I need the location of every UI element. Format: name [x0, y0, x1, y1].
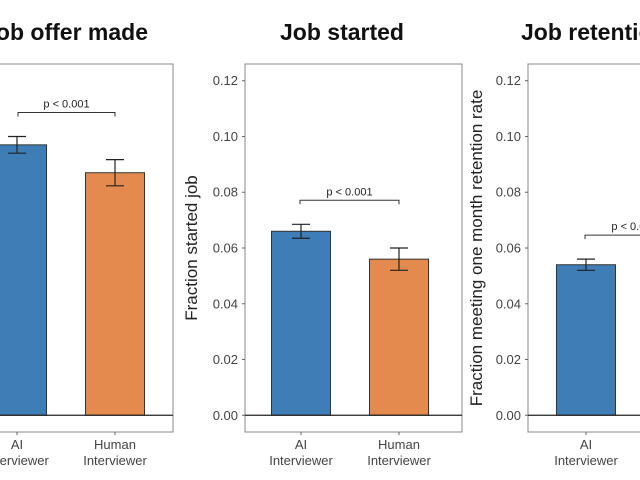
- x-tick-label: Interviewer: [83, 453, 147, 468]
- plot-frame: [0, 63, 174, 433]
- x-tick-label: AI: [580, 437, 592, 452]
- significance-label: p < 0.001: [326, 186, 372, 198]
- significance-bracket: [17, 111, 116, 117]
- x-tick-label: Interviewer: [0, 453, 49, 468]
- y-tick-label: 0.02: [496, 352, 521, 367]
- x-tick-label: AI: [11, 437, 23, 452]
- y-axis-label: Fraction meeting one month retention rat…: [467, 90, 486, 407]
- significance-bracket: [299, 199, 400, 205]
- y-tick-label: 0.06: [496, 241, 521, 256]
- x-tick-label: Interviewer: [367, 453, 431, 468]
- x-tick-label: Interviewer: [554, 453, 618, 468]
- y-tick-label: 0.08: [213, 185, 238, 200]
- y-tick-label: 0.00: [496, 408, 521, 423]
- y-tick-label: 0.06: [213, 241, 238, 256]
- significance-label: p < 0.001: [611, 221, 640, 233]
- x-tick-label: Human: [94, 437, 136, 452]
- y-tick-label: 0.04: [496, 296, 521, 311]
- x-tick-label: Human: [378, 437, 420, 452]
- y-tick-label: 0.00: [213, 408, 238, 423]
- y-tick-label: 0.12: [496, 73, 521, 88]
- y-tick-label: 0.02: [213, 352, 238, 367]
- y-axis-label: Fraction started job: [182, 175, 201, 321]
- y-tick-label: 0.10: [496, 129, 521, 144]
- bar: [556, 264, 616, 416]
- bar: [0, 144, 47, 416]
- significance-label: p < 0.001: [43, 98, 89, 110]
- panel-title: Job started: [280, 19, 404, 45]
- bar: [369, 258, 429, 416]
- y-tick-label: 0.04: [213, 296, 238, 311]
- x-tick-label: AI: [295, 437, 307, 452]
- bar: [271, 230, 331, 416]
- bar: [85, 172, 145, 416]
- panel-title: Job retention: [521, 19, 640, 45]
- y-tick-label: 0.12: [213, 73, 238, 88]
- y-tick-label: 0.08: [496, 185, 521, 200]
- y-tick-label: 0.10: [213, 129, 238, 144]
- significance-bracket: [584, 234, 640, 240]
- panel-title: Job offer made: [0, 19, 148, 45]
- x-tick-label: Interviewer: [269, 453, 333, 468]
